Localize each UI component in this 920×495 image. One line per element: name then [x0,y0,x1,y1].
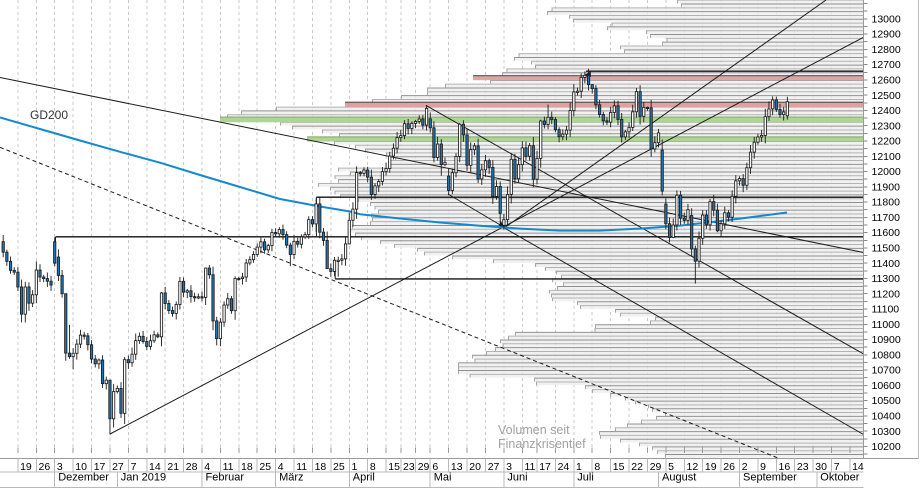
svg-text:2: 2 [742,461,748,473]
svg-text:19: 19 [705,461,717,473]
svg-text:11400: 11400 [872,258,901,270]
svg-text:4: 4 [204,461,210,473]
svg-text:Volumen seit: Volumen seit [498,423,570,437]
svg-text:Februar: Februar [206,472,245,484]
svg-text:19: 19 [20,461,32,473]
svg-text:12200: 12200 [872,136,901,148]
svg-text:1: 1 [352,461,358,473]
svg-text:9: 9 [760,461,766,473]
svg-text:4: 4 [278,461,284,473]
svg-text:14: 14 [149,461,161,473]
svg-text:10500: 10500 [872,395,901,407]
svg-text:12300: 12300 [872,120,901,132]
svg-text:25: 25 [333,461,345,473]
svg-text:16: 16 [779,461,791,473]
svg-text:10900: 10900 [872,334,901,346]
svg-text:3: 3 [506,461,512,473]
svg-text:11100: 11100 [872,304,900,316]
svg-text:12500: 12500 [872,90,901,102]
svg-text:6: 6 [432,461,438,473]
svg-text:3: 3 [57,461,63,473]
svg-text:1: 1 [576,461,582,473]
svg-text:25: 25 [259,461,271,473]
svg-text:15: 15 [388,461,400,473]
svg-text:23: 23 [403,461,415,473]
svg-text:11700: 11700 [872,212,901,224]
svg-text:10800: 10800 [872,349,901,361]
svg-text:5: 5 [668,461,674,473]
svg-text:Mai: Mai [434,472,452,484]
svg-text:15: 15 [613,461,625,473]
svg-text:11: 11 [525,461,536,473]
svg-text:11200: 11200 [872,288,901,300]
svg-text:11: 11 [296,461,307,473]
svg-text:30: 30 [815,461,827,473]
svg-text:10300: 10300 [872,426,901,438]
svg-text:12900: 12900 [872,29,901,41]
svg-text:13: 13 [451,461,463,473]
svg-text:10: 10 [75,461,87,473]
svg-text:12700: 12700 [872,59,901,71]
svg-text:7: 7 [131,461,137,473]
svg-text:26: 26 [39,461,51,473]
svg-text:11: 11 [223,461,234,473]
svg-text:20: 20 [469,461,481,473]
svg-text:14: 14 [852,461,864,473]
svg-text:April: April [353,472,375,484]
svg-text:29: 29 [418,461,430,473]
svg-text:Finanzkrisentief: Finanzkrisentief [498,437,586,451]
svg-text:März: März [279,472,303,484]
svg-text:21: 21 [167,461,179,473]
svg-text:12600: 12600 [872,75,901,87]
svg-text:8: 8 [370,461,376,473]
svg-text:29: 29 [650,461,662,473]
svg-text:11900: 11900 [872,181,901,193]
svg-text:10600: 10600 [872,380,901,392]
svg-text:8: 8 [594,461,600,473]
svg-text:11300: 11300 [872,273,901,285]
svg-text:22: 22 [631,461,643,473]
svg-text:17: 17 [539,461,551,473]
svg-text:GD200: GD200 [30,108,68,122]
svg-text:23: 23 [797,461,809,473]
svg-text:12800: 12800 [872,44,901,56]
svg-text:17: 17 [94,461,106,473]
svg-text:Juli: Juli [577,472,594,484]
svg-text:August: August [662,472,696,484]
svg-text:12: 12 [687,461,699,473]
svg-text:Jan 2019: Jan 2019 [121,472,166,484]
svg-text:10700: 10700 [872,365,901,377]
svg-text:Dezember: Dezember [58,472,109,484]
svg-text:12400: 12400 [872,105,901,117]
svg-text:28: 28 [186,461,198,473]
svg-text:24: 24 [558,461,570,473]
svg-text:18: 18 [315,461,327,473]
svg-text:27: 27 [112,461,124,473]
svg-text:10400: 10400 [872,411,901,423]
svg-text:12000: 12000 [872,166,901,178]
svg-text:11000: 11000 [872,319,901,331]
svg-text:13000: 13000 [872,13,901,25]
svg-text:September: September [743,472,797,484]
svg-text:11800: 11800 [872,197,901,209]
svg-text:12100: 12100 [872,151,901,163]
svg-text:27: 27 [488,461,500,473]
svg-text:Juni: Juni [507,472,527,484]
svg-text:Oktober: Oktober [820,472,859,484]
svg-text:7: 7 [834,461,840,473]
svg-text:18: 18 [241,461,253,473]
svg-text:11500: 11500 [872,243,901,255]
svg-text:11600: 11600 [872,227,901,239]
svg-text:26: 26 [723,461,735,473]
svg-text:10200: 10200 [872,441,901,453]
